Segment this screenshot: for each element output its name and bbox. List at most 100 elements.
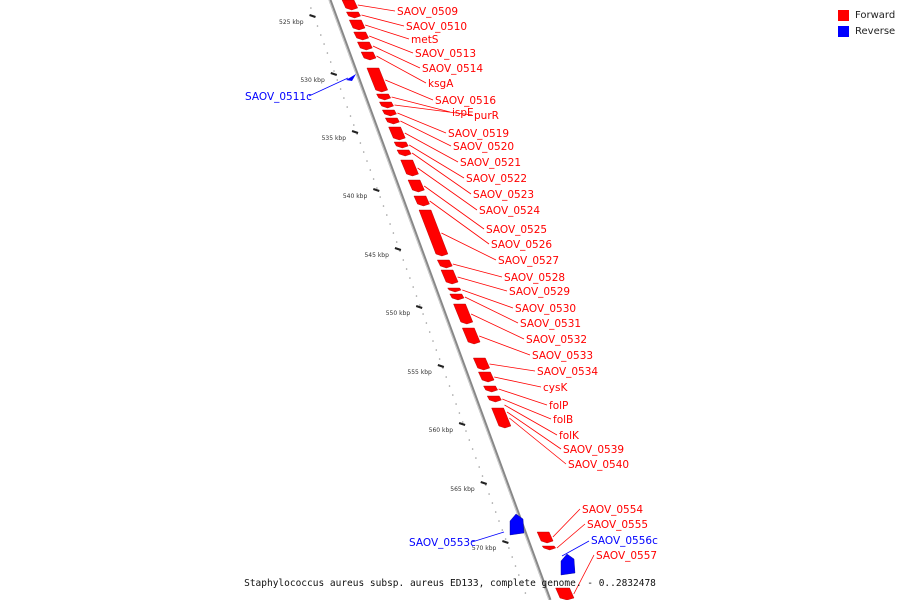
track-dot xyxy=(438,358,441,360)
gene-label-reverse: SAOV_0511c xyxy=(245,91,312,103)
gene-label-forward: folK xyxy=(559,430,580,442)
scale-tick-mark xyxy=(502,540,509,544)
forward-gene-block xyxy=(341,0,358,11)
leader-line-forward xyxy=(452,263,503,278)
scale-tick-mark xyxy=(480,481,488,485)
track-dot xyxy=(488,493,490,495)
leader-line-forward xyxy=(408,144,465,179)
gene-label-forward: SAOV_0510 xyxy=(406,21,467,33)
gene-label-reverse: SAOV_0553c xyxy=(409,537,476,549)
leader-line-forward xyxy=(372,45,421,69)
track-dot xyxy=(372,178,375,180)
gene-label-forward: SAOV_0520 xyxy=(453,141,514,153)
forward-gene-block xyxy=(418,209,449,257)
leader-line-forward xyxy=(504,404,558,436)
track-dot xyxy=(389,223,391,225)
gene-label-forward: SAOV_0527 xyxy=(498,255,559,267)
leader-line-forward xyxy=(369,35,414,54)
track-dot xyxy=(511,556,513,558)
leader-line-forward xyxy=(385,79,434,101)
gene-label-forward: SAOV_0509 xyxy=(397,6,458,18)
gene-label-forward: SAOV_0513 xyxy=(415,48,476,60)
scale-tick-mark xyxy=(351,130,359,134)
leader-line-forward xyxy=(376,55,427,84)
leader-line-forward xyxy=(391,96,451,113)
leader-line-forward xyxy=(494,376,542,388)
forward-gene-block xyxy=(381,109,397,117)
track-dot xyxy=(432,340,434,342)
position-dot-track xyxy=(310,7,527,594)
scale-tick-label: 525 kbp xyxy=(279,19,304,26)
gene-label-forward: ksgA xyxy=(428,78,454,90)
label-leader-lines xyxy=(308,4,595,595)
leader-line-forward xyxy=(457,276,508,292)
track-dot xyxy=(419,304,421,306)
gene-label-forward: SAOV_0521 xyxy=(460,157,521,169)
forward-gene-block xyxy=(388,126,406,141)
gene-label-forward: SAOV_0525 xyxy=(486,224,547,236)
track-dot xyxy=(343,97,345,99)
track-dot xyxy=(514,565,517,567)
leader-line-forward xyxy=(509,417,567,465)
gene-label-forward: ispE xyxy=(452,107,474,119)
gene-label-forward: SAOV_0539 xyxy=(563,444,624,456)
gene-label-forward: SAOV_0554 xyxy=(582,504,643,516)
leader-line-forward xyxy=(365,24,410,40)
gene-label-reverse: SAOV_0556c xyxy=(591,535,658,547)
forward-gene-block xyxy=(376,93,391,101)
leader-line-forward xyxy=(462,289,514,309)
leader-line-forward xyxy=(464,296,519,324)
track-dot xyxy=(508,547,510,549)
track-dot xyxy=(521,583,523,585)
track-dot xyxy=(359,142,362,144)
gene-label-forward: SAOV_0530 xyxy=(515,303,576,315)
track-dot xyxy=(498,520,500,522)
gene-label-forward: SAOV_0557 xyxy=(596,550,657,562)
scale-tick-mark xyxy=(330,72,338,76)
forward-gene-block xyxy=(491,407,512,429)
track-dot xyxy=(369,169,372,171)
legend-item-reverse: Reverse xyxy=(838,24,895,39)
reverse-swatch xyxy=(838,26,849,37)
track-dot xyxy=(425,322,428,324)
track-dot xyxy=(461,421,464,423)
gene-label-forward: cysK xyxy=(543,382,568,394)
track-dot xyxy=(468,439,471,441)
forward-gene-block xyxy=(483,385,498,393)
legend: Forward Reverse xyxy=(838,8,895,40)
track-dot xyxy=(349,115,352,117)
track-dot xyxy=(478,466,481,468)
track-dot xyxy=(376,187,378,189)
forward-gene-block xyxy=(413,195,430,207)
track-dot xyxy=(379,196,382,198)
track-dot xyxy=(409,277,411,279)
track-dot xyxy=(405,268,408,270)
leader-line-forward xyxy=(417,167,478,211)
gene-label-forward: metS xyxy=(411,34,439,46)
forward-gene-block xyxy=(536,531,554,544)
scale-tick-label: 550 kbp xyxy=(386,310,411,317)
track-dot xyxy=(471,448,474,450)
track-dot xyxy=(428,331,431,333)
track-dot xyxy=(353,124,355,126)
leader-line-forward xyxy=(400,120,452,147)
track-dot xyxy=(326,52,329,54)
scale-tick-label: 565 kbp xyxy=(450,486,475,493)
track-dot xyxy=(422,313,424,315)
leader-line-forward xyxy=(404,132,459,163)
leader-line-forward xyxy=(397,112,447,134)
track-dot xyxy=(316,25,319,27)
reverse-gene-block xyxy=(346,74,356,81)
forward-gene-block xyxy=(407,179,425,193)
scale-tick-label: 545 kbp xyxy=(364,252,389,259)
leader-line-forward xyxy=(357,4,396,12)
track-dot xyxy=(392,232,395,234)
leader-line-forward xyxy=(489,363,536,372)
backbone-highlight xyxy=(328,0,550,600)
gene-features xyxy=(341,0,576,600)
track-dot xyxy=(445,376,448,378)
scale-tick-mark xyxy=(309,14,316,18)
track-dot xyxy=(310,7,312,9)
forward-gene-block xyxy=(353,31,369,41)
scale-ticks: 525 kbp 530 kbp 535 kbp 540 kbp 545 kbp 550 k… xyxy=(279,14,509,552)
